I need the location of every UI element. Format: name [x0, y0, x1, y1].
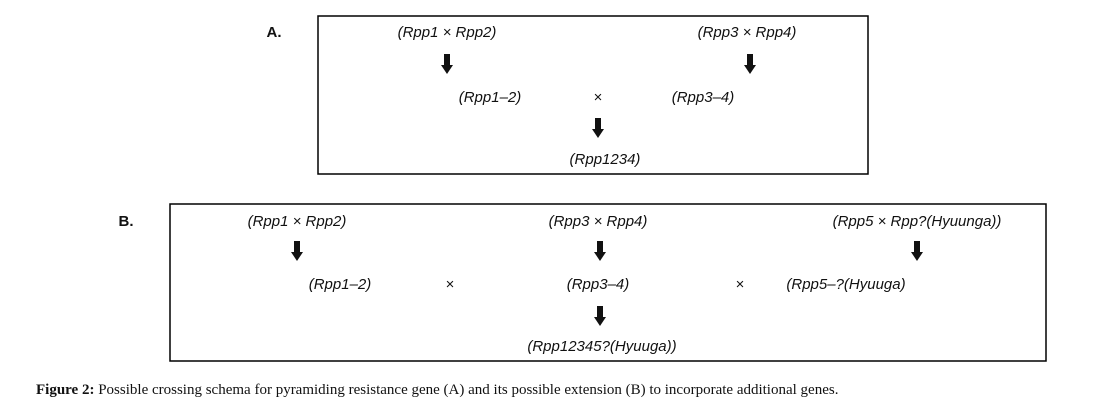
arrow: [594, 241, 606, 261]
node: (Rpp12345?(Hyuuga)): [527, 338, 676, 355]
node: (Rpp5–?(Hyuuga): [786, 276, 905, 293]
node: (Rpp3 × Rpp4): [549, 213, 648, 230]
arrow: [592, 118, 604, 138]
panel-label: B.: [119, 213, 134, 230]
operator: ×: [736, 276, 745, 293]
node: (Rpp3 × Rpp4): [698, 24, 797, 41]
node: (Rpp1 × Rpp2): [248, 213, 347, 230]
node: (Rpp5 × Rpp?(Hyuunga)): [833, 213, 1002, 230]
caption-label: Figure 2:: [36, 382, 94, 398]
arrow: [291, 241, 303, 261]
panel-box: [169, 203, 1047, 362]
node: (Rpp3–4): [567, 276, 630, 293]
panel-label: A.: [267, 24, 282, 41]
arrow: [594, 306, 606, 326]
panel-box: [317, 15, 869, 175]
node: (Rpp1–2): [459, 89, 522, 106]
caption-text: Possible crossing schema for pyramiding …: [98, 382, 838, 398]
node: (Rpp3–4): [672, 89, 735, 106]
operator: ×: [594, 89, 603, 106]
operator: ×: [446, 276, 455, 293]
node: (Rpp1234): [570, 151, 641, 168]
arrow: [744, 54, 756, 74]
node: (Rpp1–2): [309, 276, 372, 293]
arrow: [911, 241, 923, 261]
node: (Rpp1 × Rpp2): [398, 24, 497, 41]
arrow: [441, 54, 453, 74]
caption: Figure 2: Possible crossing schema for p…: [36, 382, 838, 398]
